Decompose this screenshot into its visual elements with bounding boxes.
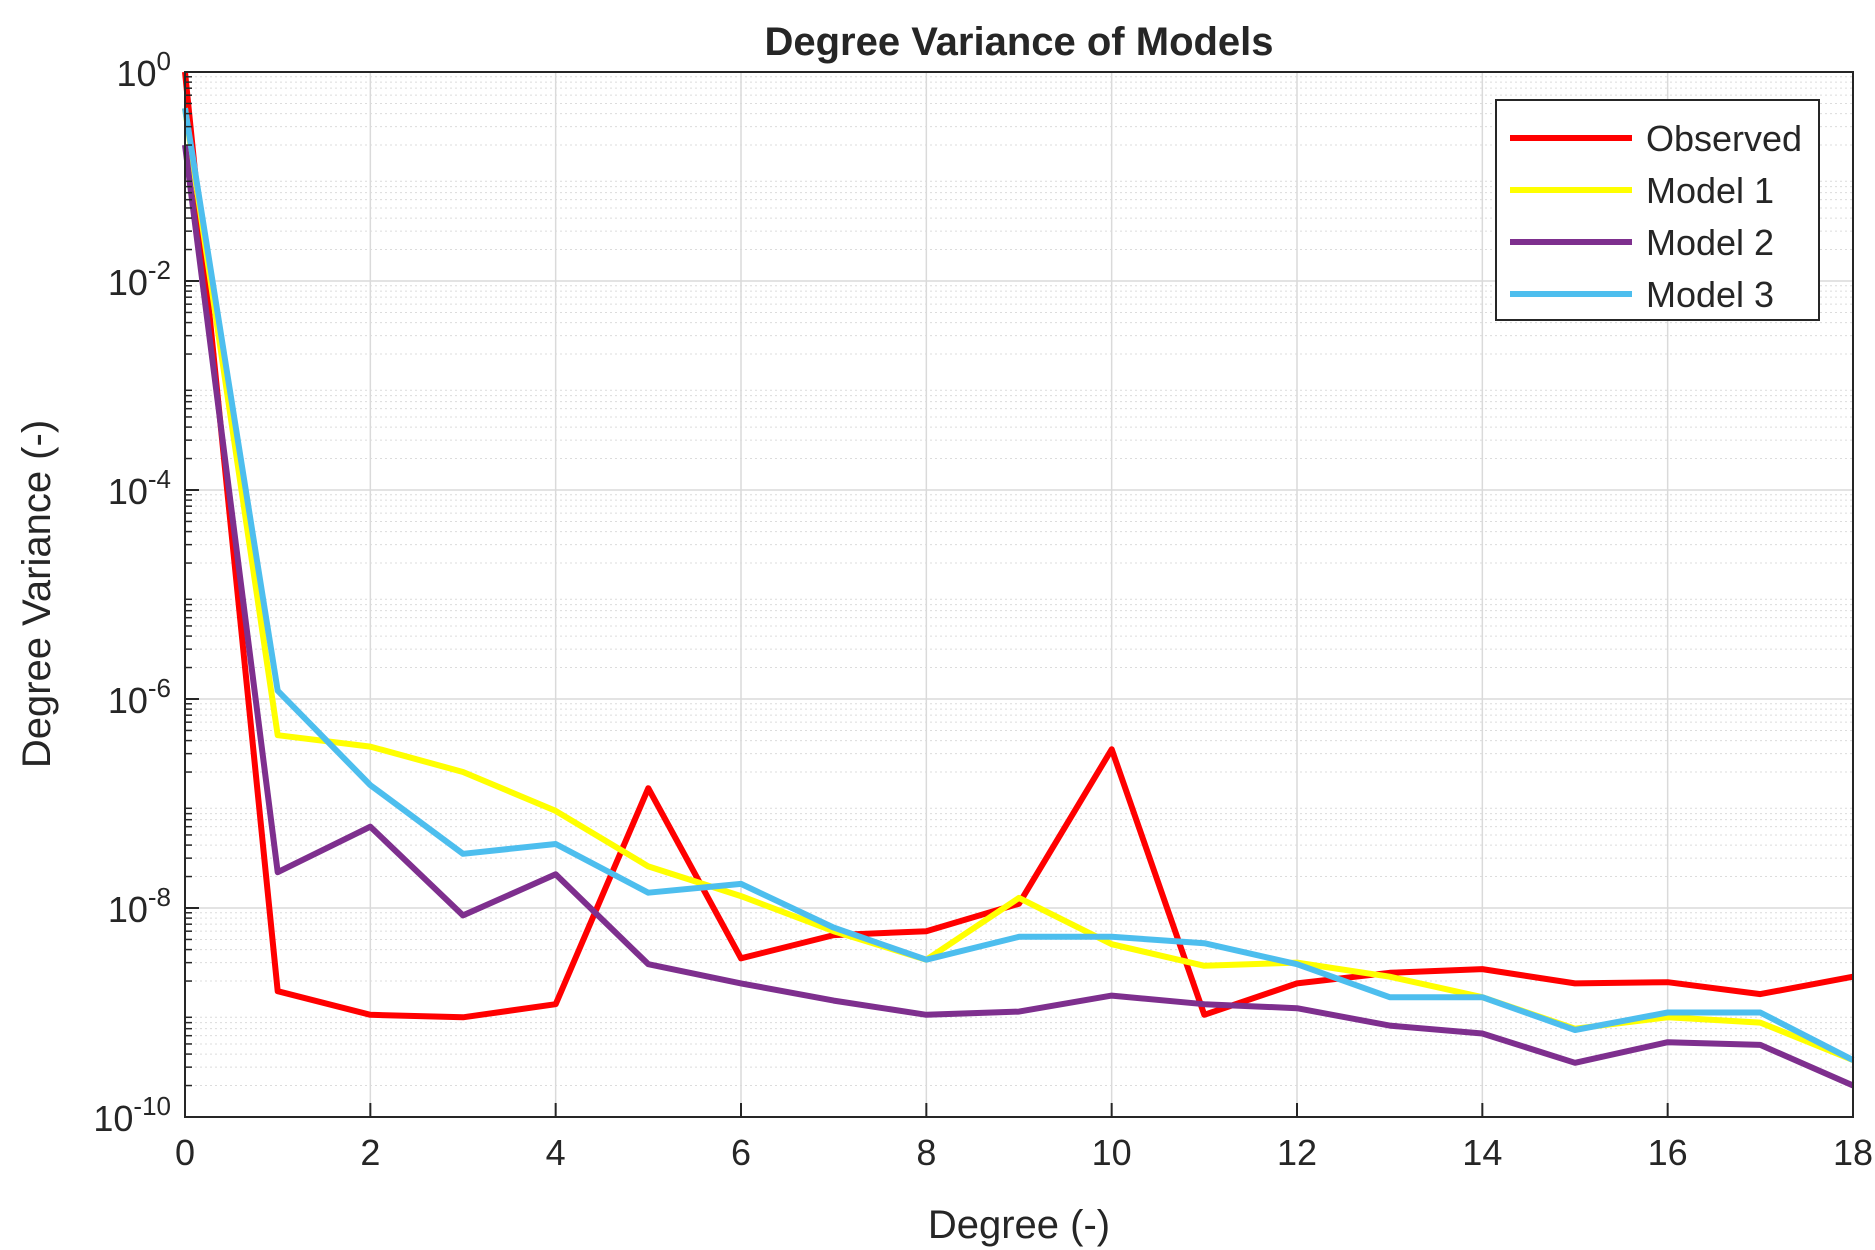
x-axis-ticks: 0 2 4 6 8 10 12 14 16 18 <box>175 1103 1873 1173</box>
legend-label: Model 1 <box>1646 170 1774 211</box>
y-tick-label: 10-8 <box>108 882 171 930</box>
x-tick-label: 8 <box>916 1132 936 1173</box>
y-tick-label: 10-4 <box>108 464 171 512</box>
x-tick-label: 6 <box>731 1132 751 1173</box>
x-tick-label: 10 <box>1092 1132 1132 1173</box>
legend-items: Observed Model 1 Model 2 Model 3 <box>1510 118 1802 315</box>
x-tick-label: 4 <box>546 1132 566 1173</box>
series-line-model-3 <box>182 107 1855 1063</box>
x-tick-label: 16 <box>1648 1132 1688 1173</box>
x-axis-label: Degree (-) <box>928 1203 1110 1247</box>
x-tick-label: 12 <box>1277 1132 1317 1173</box>
y-tick-label: 10-6 <box>108 673 171 721</box>
y-tick-label: 10-10 <box>93 1091 171 1139</box>
series-line-model-2 <box>182 144 1855 1089</box>
y-tick-label: 10-2 <box>108 255 171 303</box>
y-axis-label: Degree Variance (-) <box>15 420 59 768</box>
x-tick-label: 2 <box>360 1132 380 1173</box>
x-tick-label: 18 <box>1833 1132 1873 1173</box>
y-axis-ticks: 100 10-2 10-4 10-6 10-8 10-10 <box>93 46 199 1139</box>
x-tick-label: 0 <box>175 1132 195 1173</box>
legend-label: Model 2 <box>1646 222 1774 263</box>
legend-label: Model 3 <box>1646 274 1774 315</box>
legend-label: Observed <box>1646 118 1802 159</box>
y-tick-label: 100 <box>116 46 171 94</box>
plot-frame <box>184 71 1854 1118</box>
x-tick-label: 14 <box>1462 1132 1502 1173</box>
series-lines <box>182 71 1855 1089</box>
series-line-observed <box>182 71 1854 1021</box>
chart-title: Degree Variance of Models <box>764 20 1273 64</box>
legend: Observed Model 1 Model 2 Model 3 <box>1495 99 1820 321</box>
